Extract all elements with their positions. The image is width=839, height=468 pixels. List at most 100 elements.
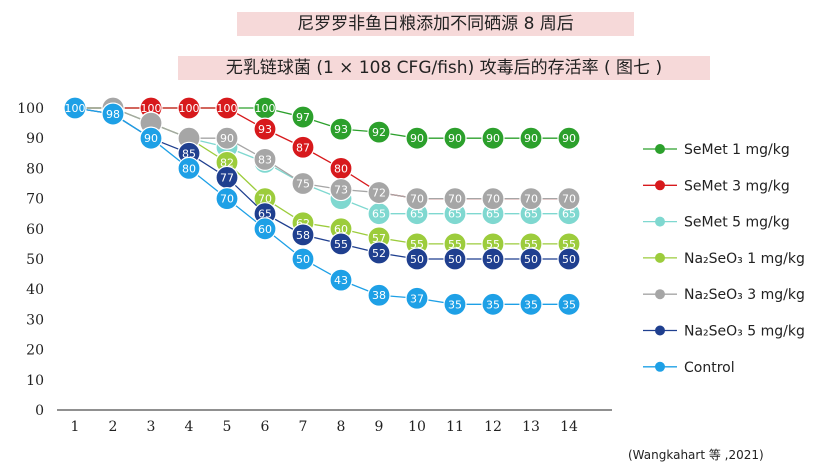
- data-label: 100: [255, 102, 276, 115]
- title-band-2: [178, 56, 710, 80]
- data-point: [481, 247, 505, 271]
- data-point: [329, 268, 353, 292]
- data-label: 55: [524, 238, 538, 251]
- legend: SeMet 1 mg/kg SeMet 3 mg/kg SeMet 5 mg/kg N…: [643, 142, 805, 376]
- data-point: [215, 126, 239, 150]
- data-label: 65: [410, 208, 424, 221]
- data-label: 100: [217, 102, 238, 115]
- data-label: 90: [486, 132, 500, 145]
- legend-marker: [655, 325, 665, 336]
- chart-title-line-1: 尼罗罗非鱼日粮添加不同硒源 8 周后: [297, 14, 574, 34]
- data-label: 52: [372, 247, 386, 260]
- data-point: [443, 126, 467, 150]
- data-point: [557, 292, 581, 316]
- data-point: [139, 126, 163, 150]
- data-label: 65: [448, 208, 462, 221]
- data-label: 70: [410, 193, 424, 206]
- data-label: 50: [296, 253, 310, 266]
- data-label: 70: [258, 193, 272, 206]
- x-tick-label: 3: [147, 419, 156, 435]
- title-band-1: [237, 12, 634, 36]
- data-label: 85: [182, 147, 196, 160]
- legend-item-2: SeMet 5 mg/kg: [643, 215, 790, 231]
- data-label: 87: [296, 141, 310, 154]
- data-label: 90: [524, 132, 538, 145]
- data-point: [367, 180, 391, 205]
- legend-marker: [655, 144, 665, 154]
- y-tick-label: 30: [26, 312, 44, 328]
- data-label: 50: [524, 253, 538, 266]
- series-2: 65 65 65 65 65 65: [63, 96, 581, 226]
- data-point: [215, 96, 239, 120]
- legend-item-5: Na₂SeO₃ 5 mg/kg: [643, 324, 805, 340]
- y-tick-label: 60: [26, 222, 44, 238]
- legend-label: SeMet 5 mg/kg: [684, 215, 790, 231]
- data-label: 72: [372, 187, 386, 200]
- x-tick-label: 14: [560, 419, 578, 435]
- data-label: 55: [410, 238, 424, 251]
- x-tick-label: 8: [337, 419, 346, 435]
- x-tick-label: 13: [522, 419, 540, 435]
- data-point: [291, 105, 315, 129]
- data-label: 65: [562, 208, 576, 221]
- data-point: [215, 187, 239, 211]
- x-tick-label: 11: [446, 419, 464, 435]
- data-label: 60: [334, 223, 348, 236]
- data-label: 65: [524, 208, 538, 221]
- legend-marker: [655, 289, 665, 300]
- data-point: [405, 126, 429, 150]
- data-label: 70: [220, 193, 234, 206]
- data-point: [291, 247, 315, 271]
- data-point: [481, 292, 505, 316]
- legend-label: Control: [684, 360, 735, 376]
- data-label: 70: [524, 193, 538, 206]
- data-point: [557, 126, 581, 150]
- x-tick-label: 9: [375, 419, 384, 435]
- data-label: 80: [334, 162, 348, 175]
- data-point: [291, 223, 315, 247]
- data-point: [443, 247, 467, 271]
- series-layer: 1001009793929090909090100100100938780656…: [63, 96, 581, 316]
- y-tick-label: 50: [26, 252, 44, 268]
- data-point: [177, 156, 201, 180]
- data-point: [291, 171, 315, 196]
- legend-label: SeMet 3 mg/kg: [684, 178, 790, 194]
- data-label: 35: [562, 298, 576, 311]
- data-label: 55: [486, 238, 500, 251]
- data-label: 65: [258, 208, 272, 221]
- chart-title-line-2: 无乳链球菌 (1 × 108 CFG/fish) 攻毒后的存活率 ( 图七 ): [225, 58, 663, 78]
- data-point: [63, 96, 87, 120]
- series-6: 100 98 90 80 70 60 50 43 38 37 35 35 35 35: [63, 96, 581, 316]
- data-point: [253, 217, 277, 241]
- data-label: 82: [220, 156, 234, 169]
- x-tick-label: 6: [261, 419, 270, 435]
- legend-label: Na₂SeO₃ 1 mg/kg: [684, 251, 805, 267]
- data-point: [329, 177, 353, 202]
- legend-item-6: Control: [643, 360, 735, 376]
- data-label: 50: [562, 253, 576, 266]
- data-label: 35: [448, 298, 462, 311]
- data-label: 35: [486, 298, 500, 311]
- legend-label: Na₂SeO₃ 3 mg/kg: [684, 287, 805, 303]
- data-label: 50: [448, 253, 462, 266]
- legend-item-3: Na₂SeO₃ 1 mg/kg: [643, 251, 805, 267]
- data-point: [177, 96, 201, 120]
- data-label: 80: [182, 162, 196, 175]
- data-label: 50: [410, 253, 424, 266]
- data-label: 90: [410, 132, 424, 145]
- y-tick-label: 0: [35, 403, 44, 419]
- data-point: [367, 120, 391, 144]
- x-tick-label: 12: [484, 419, 502, 435]
- data-label: 58: [296, 229, 310, 242]
- data-label: 93: [334, 123, 348, 136]
- data-point: [481, 187, 505, 211]
- legend-label: SeMet 1 mg/kg: [684, 142, 790, 158]
- citation: (Wangkahart 等 ,2021): [628, 448, 764, 462]
- data-label: 65: [486, 208, 500, 221]
- data-label: 50: [486, 253, 500, 266]
- data-label: 60: [258, 223, 272, 236]
- data-label: 90: [220, 132, 234, 145]
- data-label: 100: [179, 102, 200, 115]
- data-label: 97: [296, 111, 310, 124]
